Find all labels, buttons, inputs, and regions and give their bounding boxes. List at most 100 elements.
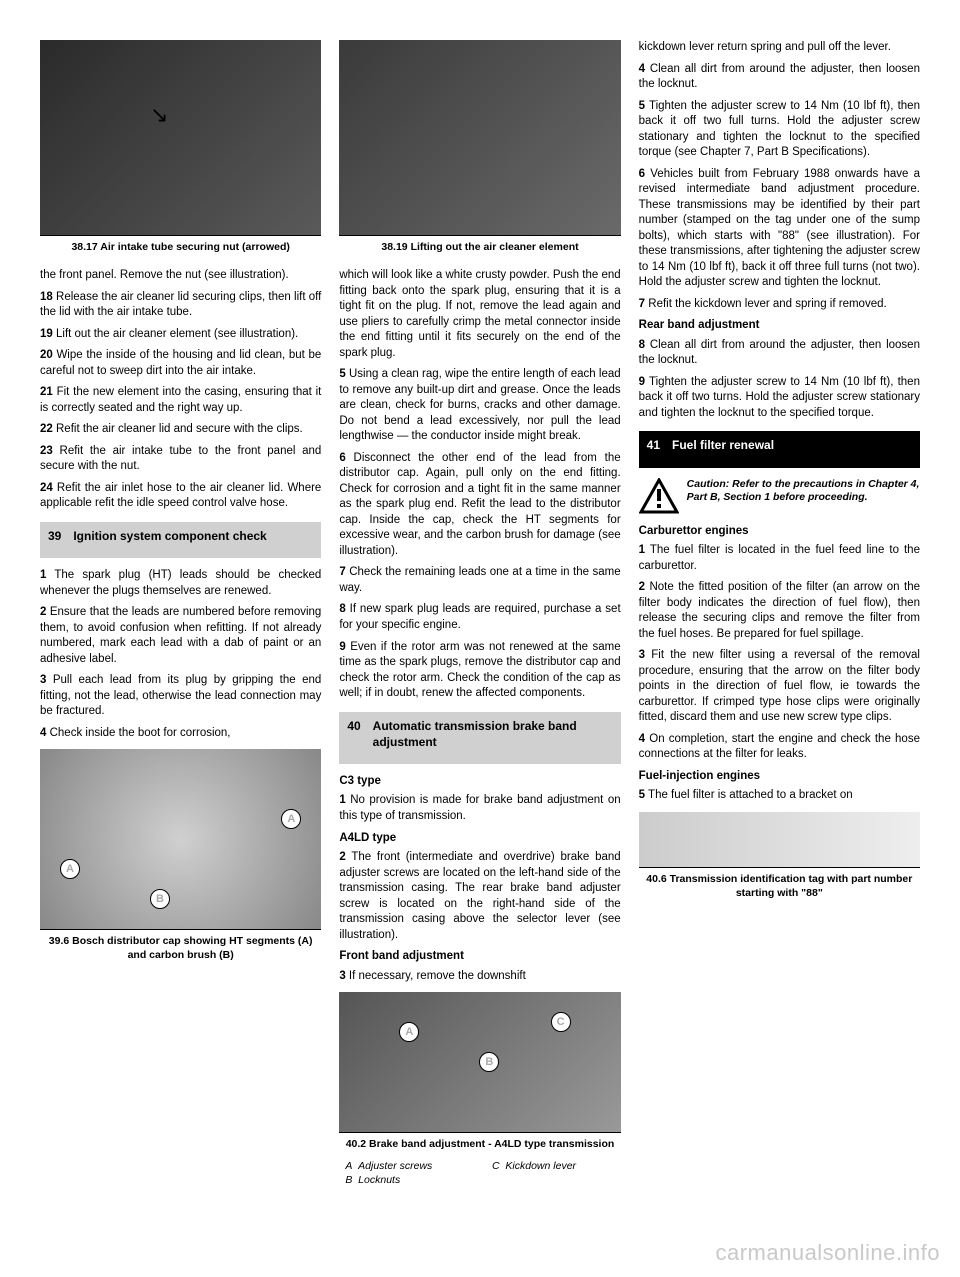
- step-text: Release the air cleaner lid securing cli…: [40, 291, 321, 319]
- step-number: 20: [40, 349, 53, 361]
- body-text: 2 The front (intermediate and overdrive)…: [339, 850, 620, 943]
- legend-key: A: [345, 1160, 358, 1172]
- step-number: 22: [40, 423, 53, 435]
- body-text: 3 Pull each lead from its plug by grippi…: [40, 673, 321, 720]
- section-number: 41: [647, 437, 669, 453]
- figure-39-6-image: A A B: [40, 749, 321, 929]
- step-text: Check the remaining leads one at a time …: [339, 566, 620, 594]
- figure-40-6-image: [639, 812, 920, 867]
- caution-text: Caution: Refer to the precautions in Cha…: [687, 478, 920, 505]
- figure-40-2-image: A B C: [339, 992, 620, 1132]
- figure-38-17-image: ↘: [40, 40, 321, 235]
- step-text: The spark plug (HT) leads should be chec…: [40, 569, 321, 597]
- step-number: 19: [40, 328, 53, 340]
- step-number: 23: [40, 445, 53, 457]
- body-text: 1 The spark plug (HT) leads should be ch…: [40, 568, 321, 599]
- step-text: Refit the air cleaner lid and secure wit…: [53, 423, 303, 435]
- body-text: 8 Clean all dirt from around the adjuste…: [639, 338, 920, 369]
- legend-text: Kickdown lever: [505, 1160, 576, 1172]
- body-text: 8 If new spark plug leads are required, …: [339, 602, 620, 633]
- step-text: Ensure that the leads are numbered befor…: [40, 606, 321, 665]
- step-text: Using a clean rag, wipe the entire lengt…: [339, 368, 620, 442]
- body-text: 9 Even if the rotor arm was not renewed …: [339, 640, 620, 702]
- body-text: 24 Refit the air inlet hose to the air c…: [40, 481, 321, 512]
- body-text: 1 The fuel filter is located in the fuel…: [639, 543, 920, 574]
- step-text: Refit the air intake tube to the front p…: [40, 445, 321, 473]
- body-text: 5 The fuel filter is attached to a brack…: [639, 788, 920, 804]
- step-text: If necessary, remove the downshift: [346, 970, 526, 982]
- step-number: 21: [40, 386, 53, 398]
- step-text: Tighten the adjuster screw to 14 Nm (10 …: [639, 376, 920, 419]
- body-text: 2 Note the fitted position of the filter…: [639, 580, 920, 642]
- section-40-header: 40 Automatic transmission brake band adj…: [339, 712, 620, 764]
- figure-40-6-caption: 40.6 Transmission identification tag wit…: [639, 867, 920, 904]
- subheading: C3 type: [339, 774, 620, 790]
- figure-40-2-legend: A Adjuster screws B Locknuts C Kickdown …: [339, 1155, 620, 1191]
- step-text: Fit the new filter using a reversal of t…: [639, 649, 920, 723]
- caution-box: Caution: Refer to the precautions in Cha…: [639, 478, 920, 514]
- section-title: Automatic transmission brake band adjust…: [373, 718, 612, 750]
- body-text: 6 Vehicles built from February 1988 onwa…: [639, 167, 920, 291]
- figure-38-19-image: [339, 40, 620, 235]
- section-title: Fuel filter renewal: [672, 437, 911, 453]
- body-text: 4 Clean all dirt from around the adjuste…: [639, 62, 920, 93]
- body-text: 2 Ensure that the leads are numbered bef…: [40, 605, 321, 667]
- body-text: 3 If necessary, remove the downshift: [339, 969, 620, 985]
- step-text: Disconnect the other end of the lead fro…: [339, 452, 620, 557]
- step-text: Even if the rotor arm was not renewed at…: [339, 641, 620, 700]
- legend-text: Adjuster screws: [358, 1160, 432, 1172]
- figure-38-19-caption: 38.19 Lifting out the air cleaner elemen…: [339, 235, 620, 258]
- section-number: 39: [48, 528, 70, 544]
- legend-key: C: [492, 1160, 505, 1172]
- step-text: The fuel filter is located in the fuel f…: [639, 544, 920, 572]
- legend-key: B: [345, 1174, 358, 1186]
- body-text: 22 Refit the air cleaner lid and secure …: [40, 422, 321, 438]
- step-text: Note the fitted position of the filter (…: [639, 581, 920, 640]
- section-41-header: 41 Fuel filter renewal: [639, 431, 920, 467]
- step-text: Check inside the boot for corrosion,: [46, 727, 230, 739]
- body-text: 1 No provision is made for brake band ad…: [339, 793, 620, 824]
- body-text: 5 Tighten the adjuster screw to 14 Nm (1…: [639, 99, 920, 161]
- body-text: 4 Check inside the boot for corrosion,: [40, 726, 321, 742]
- step-number: 18: [40, 291, 53, 303]
- step-text: On completion, start the engine and chec…: [639, 733, 920, 761]
- figure-40-2-caption: 40.2 Brake band adjustment - A4LD type t…: [339, 1132, 620, 1155]
- step-text: No provision is made for brake band adju…: [339, 794, 620, 822]
- body-text: 5 Using a clean rag, wipe the entire len…: [339, 367, 620, 445]
- body-text: 4 On completion, start the engine and ch…: [639, 732, 920, 763]
- body-text: 23 Refit the air intake tube to the fron…: [40, 444, 321, 475]
- step-text: Pull each lead from its plug by gripping…: [40, 674, 321, 717]
- warning-icon: [639, 478, 679, 514]
- section-number: 40: [347, 718, 369, 734]
- subheading: A4LD type: [339, 831, 620, 847]
- step-text: The fuel filter is attached to a bracket…: [645, 789, 853, 801]
- body-text: 6 Disconnect the other end of the lead f…: [339, 451, 620, 560]
- subheading: Rear band adjustment: [639, 318, 920, 334]
- figure-39-6-caption: 39.6 Bosch distributor cap showing HT se…: [40, 929, 321, 966]
- body-text: 19 Lift out the air cleaner element (see…: [40, 327, 321, 343]
- step-text: Wipe the inside of the housing and lid c…: [40, 349, 321, 377]
- body-text: kickdown lever return spring and pull of…: [639, 40, 920, 56]
- body-text: 7 Refit the kickdown lever and spring if…: [639, 297, 920, 313]
- section-39-header: 39 Ignition system component check: [40, 522, 321, 558]
- body-text: 3 Fit the new filter using a reversal of…: [639, 648, 920, 726]
- step-text: Fit the new element into the casing, ens…: [40, 386, 321, 414]
- step-text: The front (intermediate and overdrive) b…: [339, 851, 620, 941]
- body-text: 18 Release the air cleaner lid securing …: [40, 290, 321, 321]
- step-text: Tighten the adjuster screw to 14 Nm (10 …: [639, 100, 920, 159]
- section-title: Ignition system component check: [73, 528, 312, 544]
- body-text: which will look like a white crusty powd…: [339, 268, 620, 361]
- step-text: If new spark plug leads are required, pu…: [339, 603, 620, 631]
- subheading: Carburettor engines: [639, 524, 920, 540]
- figure-38-17-caption: 38.17 Air intake tube securing nut (arro…: [40, 235, 321, 258]
- body-text: 7 Check the remaining leads one at a tim…: [339, 565, 620, 596]
- step-text: Clean all dirt from around the adjuster,…: [639, 339, 920, 367]
- step-text: Refit the kickdown lever and spring if r…: [645, 298, 887, 310]
- body-text: 20 Wipe the inside of the housing and li…: [40, 348, 321, 379]
- step-number: 24: [40, 482, 53, 494]
- subheading: Fuel-injection engines: [639, 769, 920, 785]
- step-text: Lift out the air cleaner element (see il…: [53, 328, 298, 340]
- step-text: Clean all dirt from around the adjuster,…: [639, 63, 920, 91]
- step-text: Refit the air inlet hose to the air clea…: [40, 482, 321, 510]
- watermark: carmanualsonline.info: [0, 1232, 960, 1277]
